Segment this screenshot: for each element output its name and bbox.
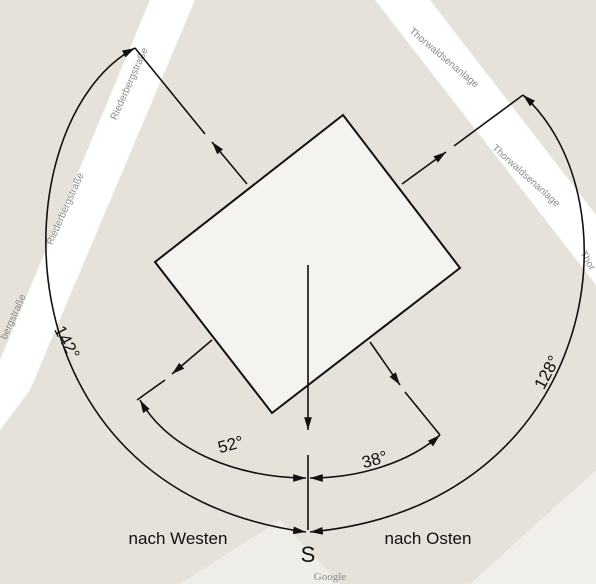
- south-label: S: [301, 542, 316, 567]
- attribution: Google: [314, 571, 347, 583]
- direction-label: nach Osten: [385, 529, 472, 548]
- park-area: [180, 520, 340, 584]
- direction-label: nach Westen: [129, 529, 228, 548]
- angle-arc: [45, 47, 307, 535]
- angle-arc: [309, 94, 585, 535]
- angle-arc: [139, 399, 307, 482]
- angle-arc: [309, 434, 441, 482]
